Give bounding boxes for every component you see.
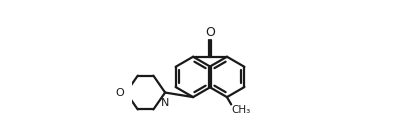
Text: CH₃: CH₃ <box>232 105 251 115</box>
Text: O: O <box>115 88 124 97</box>
Text: O: O <box>205 26 215 39</box>
Text: N: N <box>161 98 169 108</box>
